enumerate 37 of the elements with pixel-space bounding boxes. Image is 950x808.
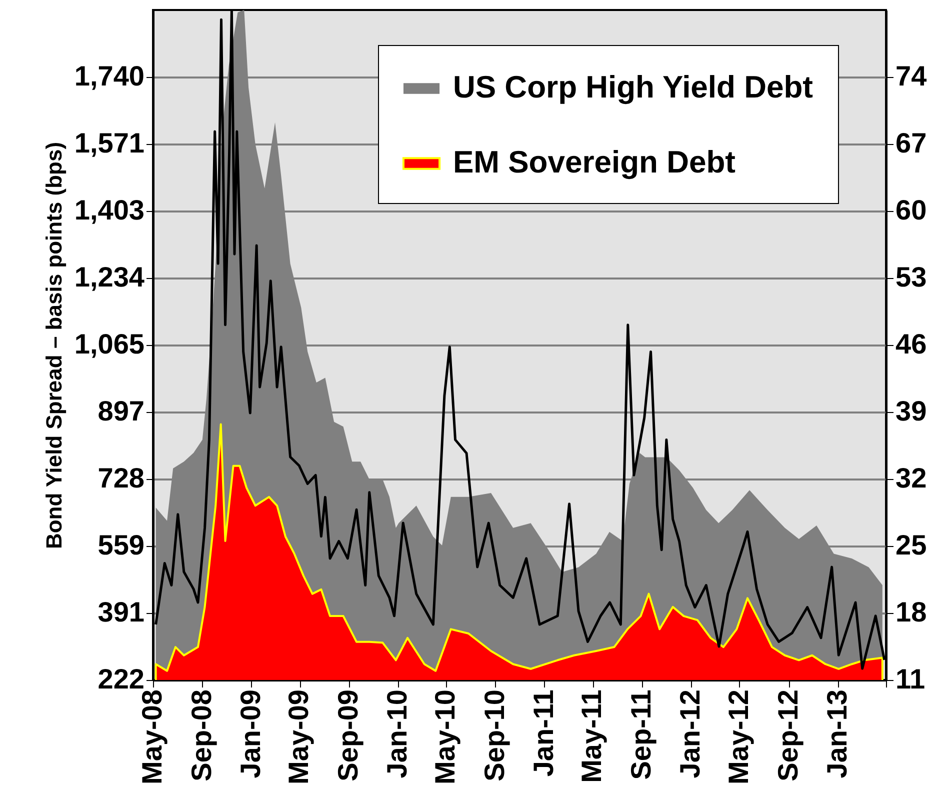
y2-tick-label: 46 [896,328,927,360]
x-tick-label: Jan-13 [821,690,852,778]
x-tick-label: Sep-12 [772,690,804,782]
y-tick-label: 728 [98,462,144,494]
legend-label: US Corp High Yield Debt [453,70,813,104]
y2-tick-label: 60 [896,194,927,226]
x-tick-label: Sep-11 [625,690,656,780]
y-tick-label: 1,403 [74,194,144,226]
x-tick-label: Sep-08 [186,690,217,782]
y2-tick-label: 39 [896,396,927,426]
y2-tick-label: 74 [896,60,928,92]
x-tick-label: Jan-11 [528,690,559,777]
x-tick-label: Jan-12 [674,690,706,778]
y-tick-label: 1,740 [74,60,144,92]
y2-tick-label: 67 [896,128,927,158]
x-tick-label: Jan-09 [234,690,266,778]
y-tick-label: 1,571 [74,128,144,159]
y2-tick-label: 53 [896,262,927,292]
y-tick-label: 897 [98,395,144,426]
x-tick-label: May-08 [136,690,168,784]
y-tick-label: 1,065 [74,328,144,360]
x-tick-label: Jan-10 [381,690,412,778]
y2-tick-label: 18 [896,596,927,628]
y2-tick-label: 11 [896,664,926,694]
y-axis-title: Bond Yield Spread – basis points (bps) [41,142,66,550]
y2-tick-label: 32 [896,462,927,494]
x-tick-label: May-11 [576,690,608,783]
legend-label: EM Sovereign Debt [453,144,736,180]
x-tick-label: May-10 [430,690,461,784]
y-tick-label: 1,234 [74,262,145,293]
y2-tick-label: 25 [896,530,927,560]
y-tick-label: 391 [98,596,144,628]
y-tick-label: 559 [98,530,144,561]
x-tick-label: Sep-09 [332,690,364,782]
x-tick-label: May-12 [722,690,754,784]
x-tick-label: May-09 [283,690,314,784]
x-tick-label: Sep-10 [478,690,510,782]
